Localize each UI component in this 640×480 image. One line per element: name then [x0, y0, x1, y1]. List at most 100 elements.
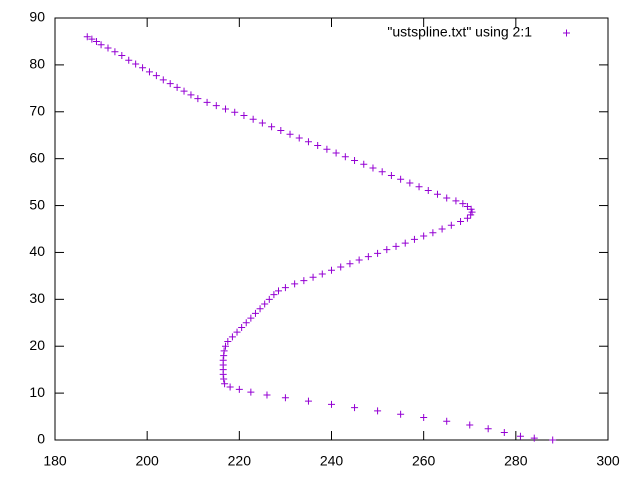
y-tick-label: 10: [29, 384, 45, 400]
point: [452, 197, 460, 205]
point: [261, 300, 269, 308]
point: [443, 194, 451, 202]
point: [374, 249, 382, 257]
x-tick-label: 180: [43, 453, 67, 469]
point: [438, 225, 446, 233]
point: [139, 64, 147, 72]
point: [222, 105, 230, 113]
point: [247, 388, 255, 396]
point: [304, 138, 312, 146]
point: [104, 44, 112, 52]
y-tick-label: 90: [29, 9, 45, 25]
y-tick-label: 40: [29, 243, 45, 259]
point: [309, 273, 317, 281]
point: [295, 134, 303, 142]
point: [500, 428, 508, 436]
point: [300, 277, 308, 285]
point: [341, 153, 349, 161]
point: [549, 436, 557, 444]
point: [228, 333, 236, 341]
point: [173, 83, 181, 91]
y-tick-label: 0: [37, 431, 45, 447]
point: [360, 160, 368, 168]
plot-border: [54, 17, 609, 441]
point: [332, 149, 340, 157]
point: [374, 407, 382, 415]
point: [429, 229, 437, 237]
point: [328, 400, 335, 408]
point: [397, 410, 405, 418]
point: [238, 323, 246, 331]
y-tick-label: 70: [29, 102, 45, 118]
x-tick-label: 300: [596, 453, 620, 469]
point: [187, 91, 195, 99]
y-tick-label: 20: [29, 337, 45, 353]
point: [530, 434, 538, 442]
point: [378, 168, 386, 176]
point: [281, 284, 289, 292]
point: [415, 183, 423, 191]
x-tick-label: 220: [228, 453, 252, 469]
point: [406, 179, 414, 187]
point: [256, 305, 264, 313]
point: [251, 309, 259, 317]
point: [166, 80, 174, 88]
point: [383, 246, 391, 254]
point: [88, 35, 96, 43]
point: [392, 242, 400, 250]
point: [152, 72, 160, 80]
point: [180, 87, 188, 95]
point: [420, 413, 428, 421]
point: [97, 41, 105, 49]
point: [249, 115, 257, 123]
point: [111, 48, 119, 56]
point: [221, 380, 229, 388]
point: [203, 98, 211, 106]
point: [268, 123, 276, 131]
point: [424, 187, 432, 195]
point: [235, 385, 243, 393]
point: [286, 130, 294, 138]
point: [265, 295, 273, 303]
point: [222, 342, 230, 350]
point: [484, 425, 492, 433]
point: [263, 391, 271, 399]
point: [159, 76, 167, 84]
point: [291, 280, 299, 288]
point: [277, 127, 285, 135]
point: [145, 68, 153, 76]
point: [212, 102, 220, 110]
point: [258, 119, 266, 127]
y-tick-label: 50: [29, 196, 45, 212]
point: [83, 33, 91, 41]
x-tick-label: 200: [135, 453, 159, 469]
point: [194, 95, 202, 103]
point: [351, 157, 359, 165]
y-tick-label: 60: [29, 149, 45, 165]
point: [318, 270, 326, 278]
point: [323, 145, 331, 153]
legend-label: "ustspline.txt" using 2:1: [387, 24, 532, 40]
point: [433, 190, 441, 198]
x-tick-label: 280: [504, 453, 528, 469]
point: [463, 214, 471, 222]
point: [118, 52, 126, 60]
point: [231, 108, 239, 116]
point: [447, 221, 455, 229]
legend-marker: [563, 29, 570, 37]
point: [220, 375, 228, 383]
point: [226, 383, 234, 391]
point: [463, 202, 471, 210]
point: [240, 112, 248, 120]
point: [92, 37, 100, 45]
point: [457, 217, 465, 225]
point: [242, 319, 250, 327]
point: [125, 56, 133, 64]
point: [270, 291, 278, 299]
point: [281, 394, 289, 402]
x-tick-label: 260: [412, 453, 436, 469]
point: [420, 232, 428, 240]
point: [233, 328, 241, 336]
point: [364, 253, 372, 261]
point: [355, 256, 363, 264]
